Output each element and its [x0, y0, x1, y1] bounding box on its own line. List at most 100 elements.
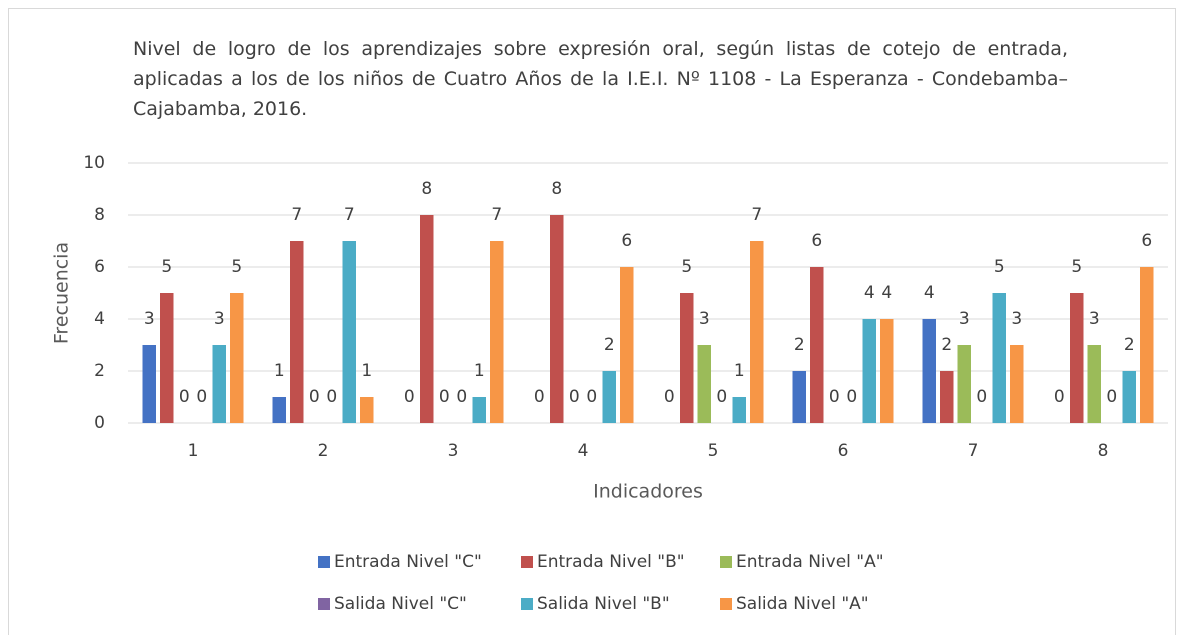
legend-swatch: [720, 556, 732, 568]
data-label: 5: [161, 257, 172, 277]
data-label: 8: [551, 179, 562, 199]
data-label: 4: [924, 283, 935, 303]
data-label: 4: [881, 283, 892, 303]
bar: [550, 215, 564, 423]
bar: [290, 241, 304, 423]
bar: [1070, 293, 1084, 423]
bar: [160, 293, 174, 423]
bar: [230, 293, 244, 423]
x-tick-label: 5: [708, 441, 719, 461]
data-label: 3: [214, 309, 225, 329]
y-tick-label: 2: [94, 361, 105, 381]
y-axis-label: Frecuencia: [51, 242, 73, 344]
bar: [212, 345, 226, 423]
bar: [680, 293, 694, 423]
data-label: 1: [734, 361, 745, 381]
data-label: 0: [569, 387, 580, 407]
chart-title: Nivel de logro de los aprendizajes sobre…: [133, 38, 1068, 120]
data-label: 0: [309, 387, 320, 407]
data-label: 5: [231, 257, 242, 277]
x-tick-label: 3: [448, 441, 459, 461]
y-tick-label: 6: [94, 257, 105, 277]
bar: [342, 241, 356, 423]
y-tick-label: 0: [94, 413, 105, 433]
data-label: 0: [456, 387, 467, 407]
bar: [880, 319, 894, 423]
data-label: 6: [811, 231, 822, 251]
data-label: 6: [621, 231, 632, 251]
data-label: 4: [864, 283, 875, 303]
bar: [1122, 371, 1136, 423]
bar: [940, 371, 954, 423]
x-tick-label: 7: [968, 441, 979, 461]
bar: [697, 345, 711, 423]
data-label: 5: [994, 257, 1005, 277]
bar: [490, 241, 504, 423]
legend-swatch: [318, 598, 330, 610]
data-label: 6: [1141, 231, 1152, 251]
legend-label: Entrada Nivel "B": [537, 552, 685, 572]
y-tick-label: 4: [94, 309, 105, 329]
data-label: 3: [699, 309, 710, 329]
data-label: 0: [716, 387, 727, 407]
data-label: 1: [274, 361, 285, 381]
data-label: 5: [681, 257, 692, 277]
y-tick-label: 10: [83, 153, 105, 173]
bar: [472, 397, 486, 423]
data-label: 7: [491, 205, 502, 225]
x-axis-label: Indicadores: [593, 481, 703, 503]
data-label: 7: [751, 205, 762, 225]
data-label: 3: [144, 309, 155, 329]
bar: [272, 397, 286, 423]
data-label: 1: [474, 361, 485, 381]
data-label: 0: [196, 387, 207, 407]
x-tick-label: 1: [188, 441, 199, 461]
bar: [957, 345, 971, 423]
data-label: 0: [404, 387, 415, 407]
legend-swatch: [521, 598, 533, 610]
bar: [792, 371, 806, 423]
bar: [602, 371, 616, 423]
bar: [142, 345, 156, 423]
data-label: 3: [1011, 309, 1022, 329]
data-label: 2: [604, 335, 615, 355]
bar: [732, 397, 746, 423]
data-label: 0: [829, 387, 840, 407]
data-label: 2: [1124, 335, 1135, 355]
data-label: 0: [846, 387, 857, 407]
data-label: 2: [794, 335, 805, 355]
legend-label: Entrada Nivel "C": [334, 552, 482, 572]
data-label: 0: [179, 387, 190, 407]
legend-label: Salida Nivel "A": [736, 594, 869, 614]
bar: [420, 215, 434, 423]
x-tick-label: 2: [318, 441, 329, 461]
bar: [992, 293, 1006, 423]
bar: [750, 241, 764, 423]
legend-label: Salida Nivel "C": [334, 594, 467, 614]
data-label: 0: [439, 387, 450, 407]
legend-label: Salida Nivel "B": [537, 594, 670, 614]
legend-swatch: [720, 598, 732, 610]
data-label: 1: [361, 361, 372, 381]
legend-swatch: [318, 556, 330, 568]
bar: [922, 319, 936, 423]
data-label: 0: [1106, 387, 1117, 407]
data-label: 7: [291, 205, 302, 225]
data-label: 0: [534, 387, 545, 407]
bar: [360, 397, 374, 423]
bar: [862, 319, 876, 423]
x-tick-label: 4: [578, 441, 589, 461]
legend-label: Entrada Nivel "A": [736, 552, 884, 572]
y-tick-label: 8: [94, 205, 105, 225]
chart-frame: [8, 8, 1176, 635]
legend-swatch: [521, 556, 533, 568]
bar: [810, 267, 824, 423]
data-label: 0: [586, 387, 597, 407]
bar: [1087, 345, 1101, 423]
data-label: 0: [1054, 387, 1065, 407]
x-tick-label: 8: [1098, 441, 1109, 461]
data-label: 8: [421, 179, 432, 199]
bar: [1010, 345, 1024, 423]
